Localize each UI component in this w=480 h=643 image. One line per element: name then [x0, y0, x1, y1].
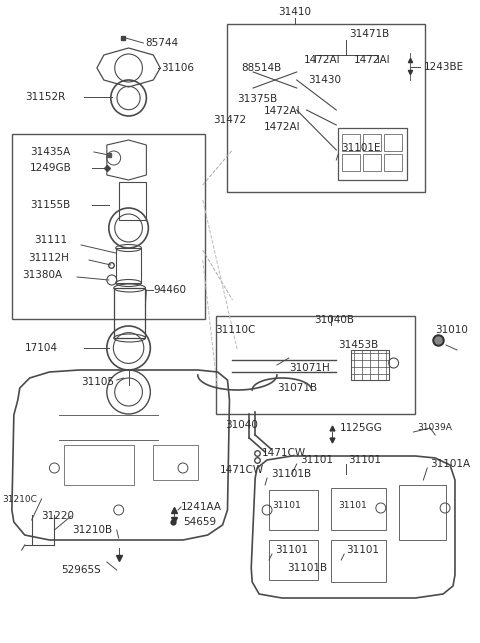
- Text: 31040: 31040: [226, 420, 258, 430]
- Text: 1471CW: 1471CW: [219, 465, 264, 475]
- Text: 31471B: 31471B: [349, 29, 389, 39]
- Bar: [342, 154, 360, 171]
- Text: 31110C: 31110C: [216, 325, 256, 335]
- Text: 1472AI: 1472AI: [264, 106, 300, 116]
- Text: 31112H: 31112H: [28, 253, 69, 263]
- Text: 94460: 94460: [153, 285, 186, 295]
- Text: 31010: 31010: [435, 325, 468, 335]
- Bar: [269, 490, 318, 530]
- Text: 31101: 31101: [273, 502, 301, 511]
- Bar: [269, 540, 318, 580]
- Text: 31111: 31111: [35, 235, 68, 245]
- Text: 31220: 31220: [42, 511, 74, 521]
- Bar: [342, 134, 360, 151]
- Bar: [363, 154, 381, 171]
- Bar: [64, 445, 133, 485]
- Text: 1472AI: 1472AI: [354, 55, 391, 65]
- Text: 31105: 31105: [81, 377, 114, 387]
- Text: 52965S: 52965S: [61, 565, 101, 575]
- Text: 31101: 31101: [300, 455, 333, 465]
- Text: 88514B: 88514B: [241, 63, 282, 73]
- Bar: [153, 445, 198, 480]
- Bar: [216, 316, 415, 414]
- Text: 31410: 31410: [278, 7, 311, 17]
- Bar: [116, 248, 142, 283]
- Text: 31040B: 31040B: [314, 315, 355, 325]
- Bar: [114, 288, 145, 338]
- Text: 31071H: 31071H: [289, 363, 330, 373]
- Text: 31435A: 31435A: [30, 147, 70, 157]
- Bar: [228, 24, 425, 192]
- Text: 31152R: 31152R: [25, 92, 65, 102]
- Text: 31071B: 31071B: [277, 383, 317, 393]
- Bar: [119, 182, 146, 220]
- Text: 31155B: 31155B: [30, 200, 70, 210]
- Bar: [331, 540, 386, 582]
- Text: 31101: 31101: [348, 455, 381, 465]
- Text: 31472: 31472: [214, 115, 247, 125]
- Text: 31210C: 31210C: [2, 494, 37, 503]
- Bar: [384, 134, 402, 151]
- Text: 31210B: 31210B: [72, 525, 112, 535]
- Text: 1472AI: 1472AI: [304, 55, 340, 65]
- Text: 31106: 31106: [161, 63, 194, 73]
- Bar: [12, 134, 205, 319]
- Bar: [338, 128, 408, 180]
- Text: 54659: 54659: [183, 517, 216, 527]
- Text: 31101B: 31101B: [287, 563, 327, 573]
- Text: 31380A: 31380A: [22, 270, 62, 280]
- Text: 1125GG: 1125GG: [340, 423, 383, 433]
- Text: 1472AI: 1472AI: [264, 122, 300, 132]
- Bar: [363, 134, 381, 151]
- Bar: [384, 154, 402, 171]
- Text: 31101: 31101: [275, 545, 308, 555]
- Text: 31101A: 31101A: [430, 459, 470, 469]
- Text: 31375B: 31375B: [238, 94, 277, 104]
- Text: 31453B: 31453B: [338, 340, 379, 350]
- Text: 31101B: 31101B: [271, 469, 311, 479]
- Text: 1243BE: 1243BE: [423, 62, 464, 72]
- Bar: [351, 350, 389, 380]
- Text: 31101: 31101: [339, 502, 368, 511]
- Text: 17104: 17104: [25, 343, 58, 353]
- Text: 85744: 85744: [145, 38, 179, 48]
- Text: 31101E: 31101E: [341, 143, 381, 153]
- Text: 1471CW: 1471CW: [262, 448, 306, 458]
- Bar: [398, 485, 446, 540]
- Text: 1249GB: 1249GB: [30, 163, 72, 173]
- Text: 31101: 31101: [346, 545, 379, 555]
- Text: 31039A: 31039A: [418, 422, 452, 431]
- Bar: [331, 488, 386, 530]
- Text: 31430: 31430: [309, 75, 342, 85]
- Text: 1241AA: 1241AA: [181, 502, 222, 512]
